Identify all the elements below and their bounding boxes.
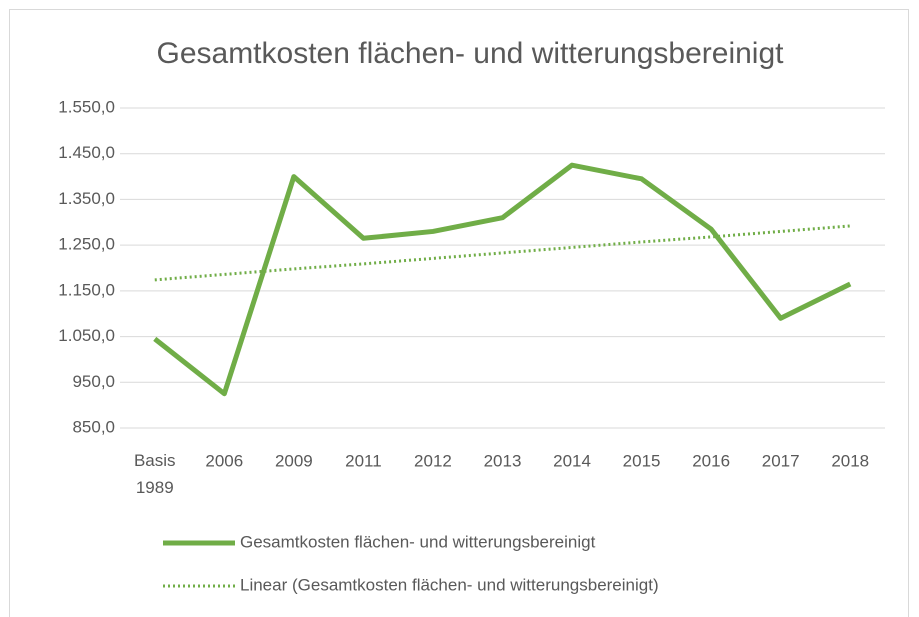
x-tick-label: 2011 [345, 451, 382, 470]
y-tick-label: 1.550,0 [58, 97, 115, 116]
y-tick-label: 950,0 [72, 372, 115, 391]
x-tick-label: 2017 [762, 451, 800, 470]
y-tick-label: 1.050,0 [58, 326, 115, 345]
legend-label: Gesamtkosten flächen- und witterungsbere… [240, 532, 596, 551]
x-tick-label: 2016 [692, 451, 730, 470]
series-line [153, 162, 852, 397]
x-tick-label: 2012 [414, 451, 452, 470]
x-tick-label: 2013 [484, 451, 522, 470]
y-tick-label: 1.150,0 [58, 280, 115, 299]
y-tick-label: 1.250,0 [58, 235, 115, 254]
x-tick-label: 2014 [553, 451, 591, 470]
series-line [154, 224, 851, 282]
chart-border [9, 9, 909, 617]
y-tick-label: 1.450,0 [58, 143, 115, 162]
x-tick-label: 2006 [205, 451, 243, 470]
chart-title: Gesamtkosten flächen- und witterungsbere… [156, 37, 784, 70]
y-tick-label: 850,0 [72, 417, 115, 436]
x-tick-label: 2009 [275, 451, 313, 470]
x-tick-label: Basis 1989 [134, 451, 176, 497]
y-tick-label: 1.350,0 [58, 189, 115, 208]
legend-label: Linear (Gesamtkosten flächen- und witter… [240, 575, 659, 594]
x-tick-label: 2018 [831, 451, 869, 470]
x-tick-label: 2015 [623, 451, 661, 470]
